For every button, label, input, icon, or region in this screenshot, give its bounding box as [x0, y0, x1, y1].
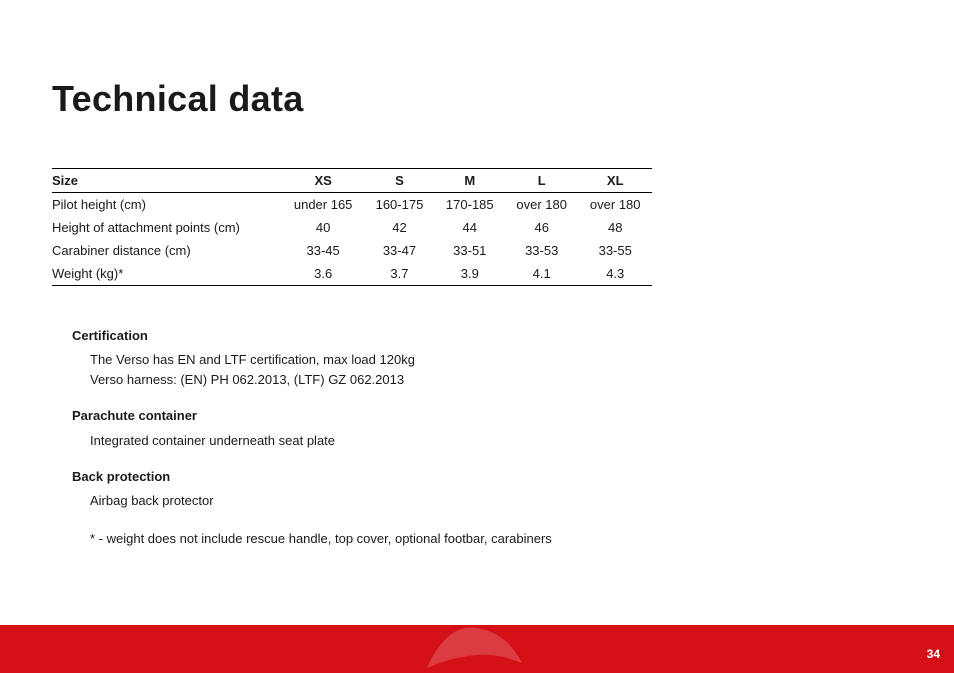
- page: Technical data Size XS S M L XL Pilot he…: [0, 0, 954, 673]
- table-row: Height of attachment points (cm)40424446…: [52, 216, 652, 239]
- row-value: 4.3: [578, 262, 652, 286]
- footer-bar: 34: [0, 625, 954, 673]
- page-title: Technical data: [52, 78, 902, 120]
- row-label: Weight (kg)*: [52, 262, 282, 286]
- header-col-s: S: [364, 169, 434, 193]
- footnote: * - weight does not include rescue handl…: [72, 529, 902, 549]
- row-label: Height of attachment points (cm): [52, 216, 282, 239]
- header-col-m: M: [435, 169, 505, 193]
- row-value: 48: [578, 216, 652, 239]
- parachute-body: Integrated container underneath seat pla…: [72, 431, 902, 451]
- row-value: 33-45: [282, 239, 364, 262]
- spec-table: Size XS S M L XL Pilot height (cm)under …: [52, 168, 652, 286]
- header-col-xs: XS: [282, 169, 364, 193]
- content-area: Technical data Size XS S M L XL Pilot he…: [0, 0, 954, 549]
- back-group: Back protection Airbag back protector: [72, 467, 902, 511]
- certification-group: Certification The Verso has EN and LTF c…: [72, 326, 902, 390]
- row-value: over 180: [578, 193, 652, 217]
- row-value: 46: [505, 216, 579, 239]
- certification-line1: The Verso has EN and LTF certification, …: [72, 350, 902, 370]
- page-number: 34: [927, 647, 940, 661]
- row-value: 160-175: [364, 193, 434, 217]
- table-body: Pilot height (cm)under 165160-175170-185…: [52, 193, 652, 286]
- row-value: 33-53: [505, 239, 579, 262]
- row-value: over 180: [505, 193, 579, 217]
- table-row: Carabiner distance (cm)33-4533-4733-5133…: [52, 239, 652, 262]
- header-size-label: Size: [52, 169, 282, 193]
- back-label: Back protection: [72, 467, 902, 487]
- row-value: 33-47: [364, 239, 434, 262]
- row-value: 3.7: [364, 262, 434, 286]
- row-label: Carabiner distance (cm): [52, 239, 282, 262]
- row-label: Pilot height (cm): [52, 193, 282, 217]
- parachute-label: Parachute container: [72, 406, 902, 426]
- table-header-row: Size XS S M L XL: [52, 169, 652, 193]
- parachute-group: Parachute container Integrated container…: [72, 406, 902, 450]
- certification-label: Certification: [72, 326, 902, 346]
- row-value: 33-51: [435, 239, 505, 262]
- row-value: 42: [364, 216, 434, 239]
- details-section: Certification The Verso has EN and LTF c…: [52, 326, 902, 549]
- certification-line2: Verso harness: (EN) PH 062.2013, (LTF) G…: [72, 370, 902, 390]
- footer-watermark-icon: [407, 613, 547, 673]
- row-value: 3.9: [435, 262, 505, 286]
- row-value: 170-185: [435, 193, 505, 217]
- row-value: 3.6: [282, 262, 364, 286]
- back-body: Airbag back protector: [72, 491, 902, 511]
- row-value: 33-55: [578, 239, 652, 262]
- row-value: 44: [435, 216, 505, 239]
- row-value: under 165: [282, 193, 364, 217]
- header-col-l: L: [505, 169, 579, 193]
- row-value: 4.1: [505, 262, 579, 286]
- table-row: Weight (kg)*3.63.73.94.14.3: [52, 262, 652, 286]
- header-col-xl: XL: [578, 169, 652, 193]
- row-value: 40: [282, 216, 364, 239]
- table-row: Pilot height (cm)under 165160-175170-185…: [52, 193, 652, 217]
